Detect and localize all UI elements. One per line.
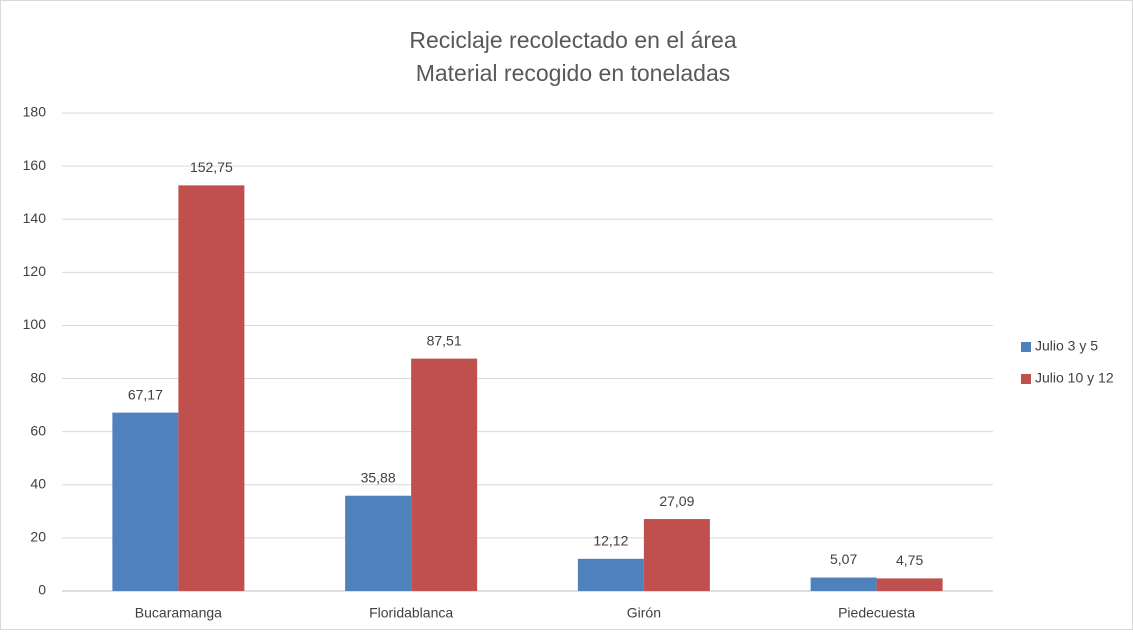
data-label: 35,88 bbox=[361, 469, 396, 485]
bar bbox=[876, 578, 943, 591]
data-label: 67,17 bbox=[128, 386, 163, 402]
y-tick-label: 0 bbox=[38, 582, 46, 598]
data-label: 4,75 bbox=[896, 552, 923, 568]
y-tick-label: 180 bbox=[23, 104, 47, 120]
y-tick-label: 140 bbox=[23, 210, 47, 226]
bar bbox=[810, 577, 877, 591]
y-tick-label: 160 bbox=[23, 157, 47, 173]
x-tick-label: Piedecuesta bbox=[838, 605, 915, 621]
data-label: 5,07 bbox=[830, 551, 857, 567]
data-label: 12,12 bbox=[593, 533, 628, 549]
bar bbox=[178, 185, 245, 591]
chart-title: Reciclaje recolectado en el área bbox=[409, 27, 737, 53]
legend-swatch bbox=[1021, 342, 1031, 352]
x-tick-label: Girón bbox=[627, 605, 661, 621]
data-label: 152,75 bbox=[190, 159, 233, 175]
y-tick-label: 40 bbox=[30, 475, 46, 491]
data-label: 87,51 bbox=[427, 332, 462, 348]
y-tick-label: 60 bbox=[30, 422, 46, 438]
bar bbox=[577, 558, 644, 591]
bar bbox=[643, 519, 710, 591]
bar bbox=[411, 358, 478, 591]
y-tick-label: 100 bbox=[23, 316, 47, 332]
y-tick-label: 80 bbox=[30, 369, 46, 385]
data-label: 27,09 bbox=[659, 493, 694, 509]
legend-label: Julio 3 y 5 bbox=[1035, 338, 1098, 354]
y-tick-label: 120 bbox=[23, 263, 47, 279]
bar bbox=[112, 412, 179, 591]
legend-label: Julio 10 y 12 bbox=[1035, 370, 1114, 386]
x-tick-label: Bucaramanga bbox=[135, 605, 222, 621]
bar bbox=[345, 495, 412, 591]
x-tick-label: Floridablanca bbox=[369, 605, 453, 621]
chart-subtitle: Material recogido en toneladas bbox=[416, 60, 731, 86]
legend-swatch bbox=[1021, 374, 1031, 384]
y-tick-label: 20 bbox=[30, 529, 46, 545]
